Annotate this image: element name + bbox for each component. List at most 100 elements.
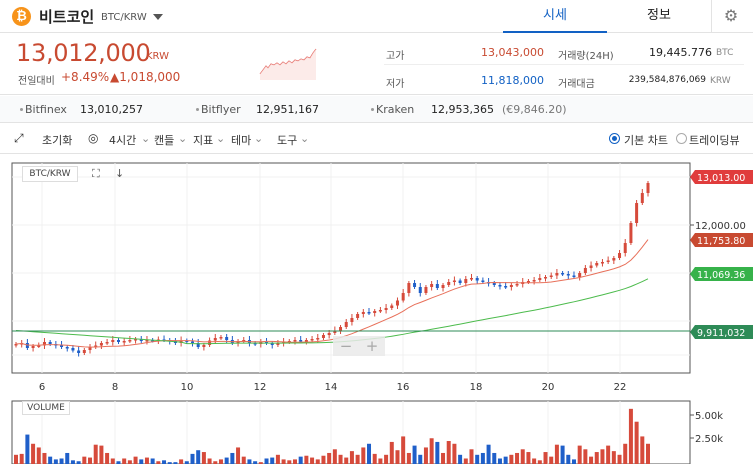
candle-body xyxy=(583,268,587,273)
volume-bar xyxy=(406,452,411,464)
volume-bar xyxy=(617,454,622,464)
candle-body xyxy=(213,338,217,341)
volume-bar xyxy=(88,457,93,464)
volume-bar xyxy=(532,458,537,464)
candle-body xyxy=(469,278,473,280)
volume-bar xyxy=(560,445,565,464)
basic-chart-radio[interactable] xyxy=(609,133,620,144)
interval-dropdown[interactable]: 4시간 xyxy=(109,134,137,147)
price-unit: KRW xyxy=(146,51,169,62)
candle-body xyxy=(430,284,434,287)
volume-bar xyxy=(218,459,223,464)
arrow-down-icon[interactable]: ↓ xyxy=(115,167,125,180)
candle-body xyxy=(77,350,81,353)
high-label: 고가 xyxy=(386,51,405,62)
volume-bar xyxy=(82,456,87,464)
chart-toolbar: ⤢ 초기화 ◎ 4시간 ⌄ 캔들 ⌄ 지표 ⌄ 테마 ⌄ 도구 ⌄ 기본 차트 … xyxy=(0,124,753,154)
candle-body xyxy=(395,300,399,306)
volume-label: 거래량(24H) xyxy=(558,51,614,62)
candle-body xyxy=(498,285,502,287)
price-chart[interactable]: 6 8 10 12 14 16 18 20 22 12,000.00 13,013.00 11,753… xyxy=(0,155,753,464)
chevron-down-icon: ⌄ xyxy=(300,132,310,145)
volume-bar xyxy=(344,457,349,464)
candle-body xyxy=(407,283,411,293)
indicator-dropdown[interactable]: 지표 xyxy=(193,134,214,147)
candle-body xyxy=(452,280,456,282)
candlestick-chart[interactable]: 6 8 10 12 14 16 18 20 22 12,000.00 13,013.00 11,753… xyxy=(0,155,753,464)
volume-bar xyxy=(150,458,155,464)
expand-icon[interactable]: ⤢ xyxy=(14,131,24,145)
x-tick-label: 8 xyxy=(112,382,118,393)
volume-bar xyxy=(332,449,337,464)
volume-bar xyxy=(646,443,650,464)
zoom-in-button[interactable]: + xyxy=(365,337,379,355)
volume-bar xyxy=(367,443,372,464)
volume-bar xyxy=(162,460,167,464)
coin-name: 비트코인 xyxy=(39,8,95,26)
volume-bar xyxy=(36,447,41,464)
amount-label: 거래대금 xyxy=(558,79,595,90)
tab-info[interactable]: 정보 xyxy=(647,8,671,23)
high-value: 13,043,000 xyxy=(481,46,544,59)
tools-dropdown[interactable]: 도구 xyxy=(277,134,298,147)
zoom-out-button[interactable]: − xyxy=(339,337,353,355)
candle-body xyxy=(640,193,644,203)
reset-button[interactable]: 초기화 xyxy=(42,134,73,147)
volume-bar xyxy=(292,459,297,464)
volume-bar xyxy=(196,450,201,464)
candle-body xyxy=(134,339,138,341)
globe-icon[interactable]: ◎ xyxy=(88,131,99,145)
volume-bar xyxy=(509,454,514,464)
candle-body xyxy=(526,281,530,283)
chart-pair-tag: BTC/KRW xyxy=(22,166,78,182)
volume-bar xyxy=(253,461,258,464)
candle-body xyxy=(225,337,229,340)
candle-body xyxy=(276,343,280,345)
change-percent: +8.49% xyxy=(61,70,110,84)
tradingview-label[interactable]: 트레이딩뷰 xyxy=(689,134,740,147)
volume-bar xyxy=(458,454,463,464)
gear-icon[interactable]: ⚙ xyxy=(723,6,739,25)
volume-bar xyxy=(156,461,161,464)
volume-unit: BTC xyxy=(716,48,734,58)
candle-body xyxy=(413,283,417,287)
ma-short-line xyxy=(15,239,649,348)
volume-bar xyxy=(70,460,75,464)
candle-body xyxy=(629,223,633,243)
coin-select-chevron-down-icon[interactable] xyxy=(153,14,163,20)
candle-body xyxy=(344,322,348,327)
volume-bar xyxy=(543,452,548,464)
candle-body xyxy=(185,340,189,342)
tab-market[interactable]: 시세 xyxy=(503,0,607,33)
candle-body xyxy=(270,343,274,345)
volume-bar xyxy=(583,449,588,464)
volume-bar xyxy=(287,460,292,464)
price-label-tag xyxy=(690,170,753,184)
candle-body xyxy=(145,340,149,342)
candle-body xyxy=(139,339,143,341)
candle-body xyxy=(350,318,354,322)
candle-body xyxy=(595,263,599,266)
tradingview-radio[interactable] xyxy=(676,133,687,144)
volume-bar xyxy=(116,461,121,464)
volume-bar xyxy=(549,456,554,464)
candle-body xyxy=(293,340,297,342)
exchange-value-bitfinex: 13,010,257 xyxy=(80,103,143,116)
volume-bar xyxy=(310,457,315,464)
basic-chart-label[interactable]: 기본 차트 xyxy=(624,134,668,147)
chevron-down-icon: ⌄ xyxy=(216,132,226,145)
volume-bar xyxy=(372,453,377,464)
volume-bar xyxy=(19,453,24,464)
candle-body xyxy=(82,350,86,353)
candle-body xyxy=(37,345,41,347)
candle-body xyxy=(555,273,559,276)
candle-body xyxy=(151,340,155,342)
volume-bar xyxy=(441,452,446,464)
fullscreen-icon[interactable]: ⛶ xyxy=(92,167,100,180)
volume-bar xyxy=(25,434,30,464)
candle-dropdown[interactable]: 캔들 xyxy=(154,134,175,147)
candle-body xyxy=(378,310,382,312)
candle-body xyxy=(219,337,223,339)
theme-dropdown[interactable]: 테마 xyxy=(231,134,252,147)
exchange-extra-kraken: (€9,846.20) xyxy=(502,103,567,116)
